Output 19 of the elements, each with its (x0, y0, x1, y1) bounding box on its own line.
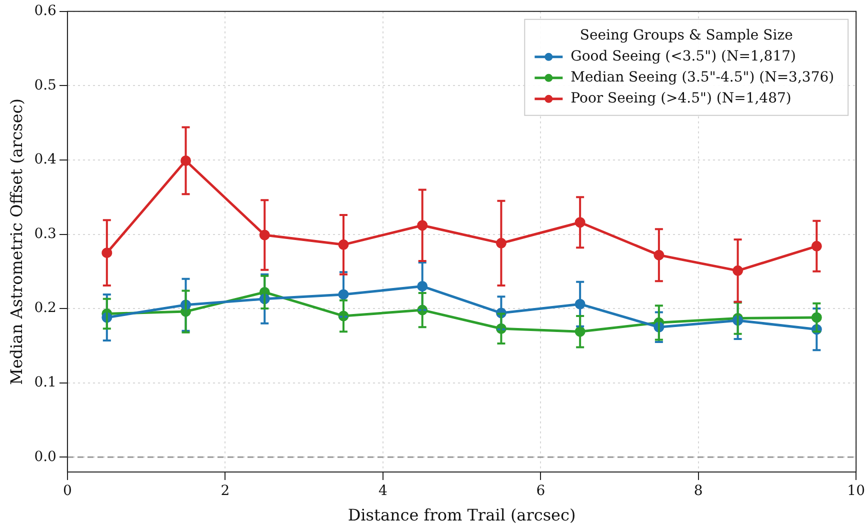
legend-label: Good Seeing (<3.5") (N=1,817) (570, 48, 796, 65)
x-tick-label: 8 (694, 483, 703, 500)
x-tick-label: 10 (847, 483, 866, 500)
x-tick-label: 2 (220, 483, 230, 500)
legend-label: Poor Seeing (>4.5") (N=1,487) (570, 90, 792, 107)
x-tick-label: 4 (378, 483, 388, 500)
x-axis-title: Distance from Trail (arcsec) (348, 506, 576, 525)
legend-label: Median Seeing (3.5"-4.5") (N=3,376) (570, 70, 834, 86)
y-tick-label: 0.2 (34, 300, 56, 316)
y-tick-label: 0.3 (34, 226, 56, 242)
y-tick-label: 0.5 (34, 77, 56, 94)
y-tick-label: 0.0 (34, 448, 56, 465)
x-tick-label: 6 (536, 483, 546, 500)
x-tick-label: 0 (63, 483, 72, 500)
y-tick-label: 0.6 (34, 3, 57, 20)
y-tick-label: 0.1 (34, 374, 56, 390)
legend-title: Seeing Groups & Sample Size (580, 28, 793, 44)
y-axis-title: Median Astrometric Offset (arcsec) (6, 98, 26, 385)
y-tick-label: 0.4 (34, 152, 57, 168)
